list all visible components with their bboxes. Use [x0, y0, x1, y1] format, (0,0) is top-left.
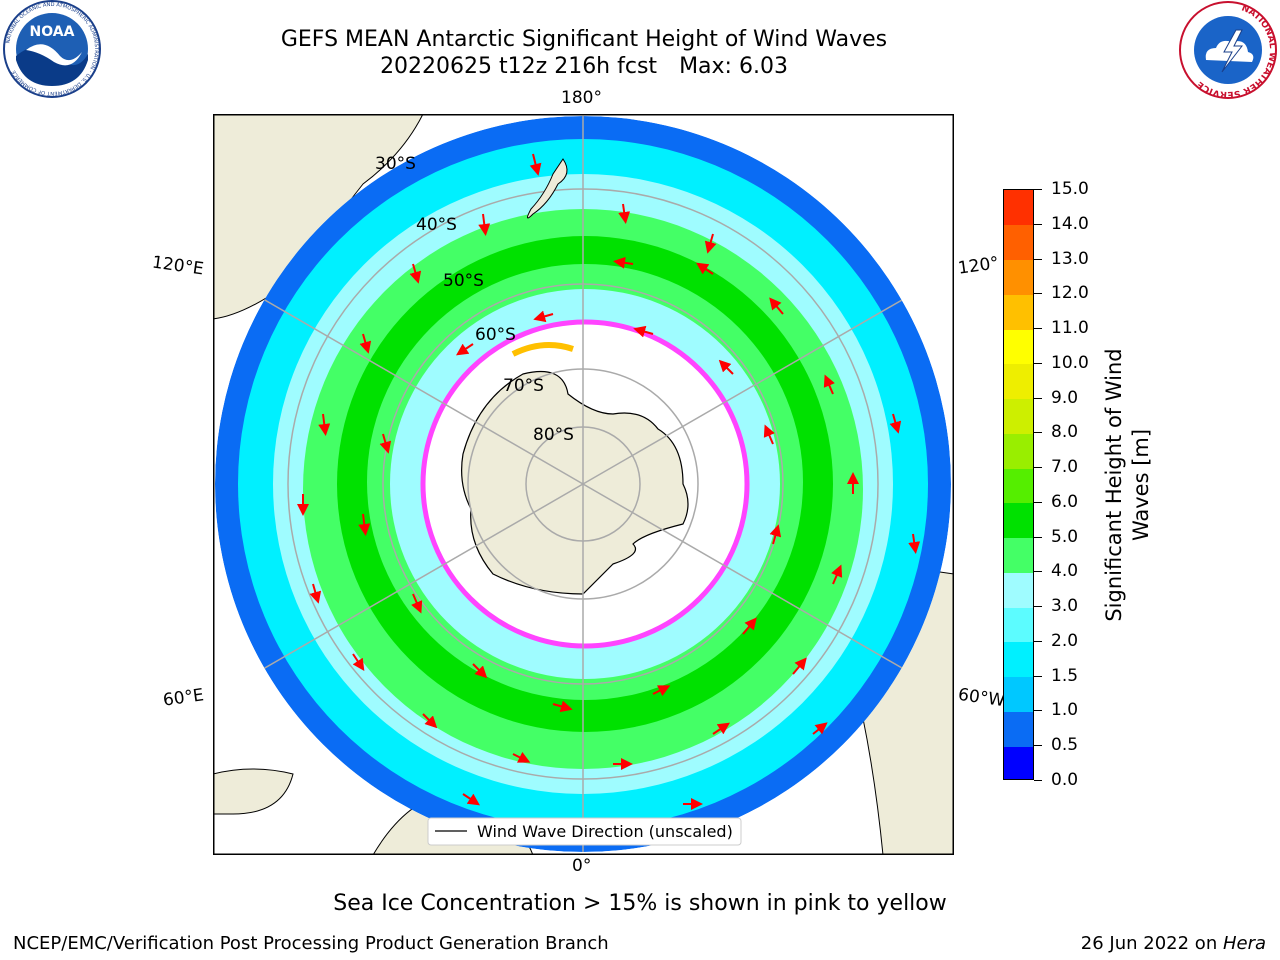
lon-label-120e: 120°E [150, 252, 205, 280]
colorbar-tick-label: 4.0 [1051, 561, 1079, 582]
colorbar-segment [1004, 259, 1033, 295]
colorbar-tick [1034, 780, 1042, 781]
max-value: Max: 6.03 [679, 54, 788, 79]
antarctica-land [461, 370, 689, 595]
lon-label-120w: 120° [956, 253, 1001, 279]
madagascar-land [213, 768, 294, 815]
colorbar-title: Significant Height of Wind Waves [m] [1101, 348, 1155, 621]
colorbar-tick [1034, 432, 1042, 434]
colorbar-tick-label: 5.0 [1051, 526, 1079, 547]
lon-label-180: 180° [561, 88, 602, 108]
colorbar-tick [1034, 258, 1042, 260]
colorbar-tick [1034, 189, 1042, 190]
colorbar-tick-label: 15.0 [1051, 179, 1089, 199]
lat-label-80: 80°S [533, 425, 574, 445]
colorbar-segment [1004, 329, 1033, 365]
colorbar-tick-label: 3.0 [1051, 596, 1079, 617]
colorbar-tick-label: 1.0 [1051, 700, 1079, 721]
colorbar-tick [1034, 745, 1042, 747]
colorbar-tick [1034, 397, 1042, 399]
lat-label-60: 60°S [475, 325, 516, 345]
colorbar-tick [1034, 571, 1042, 573]
colorbar-tick [1034, 710, 1042, 712]
new-zealand-land [527, 158, 568, 219]
colorbar-tick [1034, 293, 1042, 295]
colorbar-tick [1034, 536, 1042, 538]
colorbar [1003, 189, 1034, 780]
colorbar-tick-label: 9.0 [1051, 387, 1079, 408]
footer-date-text: 26 Jun 2022 on [1080, 933, 1223, 954]
colorbar-tick-label: 12.0 [1051, 283, 1089, 304]
lon-label-60e: 60°E [161, 685, 206, 711]
colorbar-tick-label: 10.0 [1051, 352, 1089, 373]
legend-text: Wind Wave Direction (unscaled) [477, 822, 733, 841]
colorbar-tick-label: 1.5 [1051, 665, 1079, 686]
sea-ice-yellow [511, 342, 574, 357]
wind-wave-arrows [297, 153, 921, 832]
colorbar-tick [1034, 675, 1042, 677]
colorbar-tick-label: 6.0 [1051, 491, 1079, 512]
run-info: 20220625 t12z 216h fcst [380, 54, 658, 79]
graticule [215, 116, 951, 852]
colorbar-segment [1004, 572, 1033, 608]
colorbar-segment [1004, 190, 1033, 226]
sea-ice-note: Sea Ice Concentration > 15% is shown in … [333, 891, 947, 916]
colorbar-segment [1004, 398, 1033, 434]
colorbar-tick [1034, 223, 1042, 225]
colorbar-segment [1004, 224, 1033, 260]
colorbar-segment [1004, 502, 1033, 539]
colorbar-title-line2: Waves [m] [1129, 428, 1153, 542]
colorbar-segment [1004, 537, 1033, 573]
colorbar-segment [1004, 363, 1033, 400]
legend: Wind Wave Direction (unscaled) [427, 817, 742, 846]
footer-machine: Hera [1222, 933, 1266, 954]
colorbar-tick-label: 8.0 [1051, 422, 1079, 443]
colorbar-tick [1034, 328, 1042, 330]
polar-map: 30°S 40°S 50°S 60°S 70°S 80°S Wind Wave … [213, 114, 954, 855]
colorbar-title-line1: Significant Height of Wind [1102, 348, 1126, 622]
colorbar-tick [1034, 501, 1042, 503]
colorbar-tick-label: 7.0 [1051, 457, 1079, 478]
footer-org: NCEP/EMC/Verification Post Processing Pr… [13, 933, 609, 954]
map-border [213, 114, 954, 855]
colorbar-segment [1004, 433, 1033, 469]
noaa-logo-text: NOAA [30, 24, 75, 40]
lon-label-0: 0° [572, 856, 592, 876]
colorbar-segment [1004, 711, 1033, 747]
colorbar-tick-label: 0.5 [1051, 735, 1079, 756]
colorbar-tick-label: 14.0 [1051, 213, 1089, 234]
colorbar-segment [1004, 468, 1033, 504]
lon-label-60w: 60°W [956, 684, 1007, 712]
colorbar-tick-label: 2.0 [1051, 630, 1079, 651]
noaa-logo: NOAA NATIONAL OCEANIC AND ATMOSPHERIC AD… [3, 0, 101, 98]
colorbar-tick [1034, 467, 1042, 469]
colorbar-segment [1004, 294, 1033, 330]
footer-date: 26 Jun 2022 on Hera [1081, 933, 1266, 954]
colorbar-tick-label: 0.0 [1051, 770, 1079, 790]
nws-logo: NATIONAL WEATHER SERVICE [1179, 1, 1277, 99]
colorbar-tick [1034, 606, 1042, 608]
lat-label-40: 40°S [416, 215, 457, 235]
colorbar-segment [1004, 641, 1033, 678]
chart-subtitle: 20220625 t12z 216h fcst Max: 6.03 [184, 54, 984, 80]
colorbar-tick [1034, 362, 1042, 364]
lat-label-70: 70°S [503, 376, 544, 396]
lat-label-50: 50°S [443, 271, 484, 291]
lat-label-30: 30°S [375, 154, 416, 174]
colorbar-segment [1004, 607, 1033, 643]
colorbar-segment [1004, 676, 1033, 712]
colorbar-tick [1034, 640, 1042, 642]
colorbar-tick-label: 13.0 [1051, 248, 1089, 269]
colorbar-segment [1004, 746, 1033, 779]
colorbar-tick-label: 11.0 [1051, 318, 1089, 339]
chart-title: GEFS MEAN Antarctic Significant Height o… [280, 27, 888, 52]
